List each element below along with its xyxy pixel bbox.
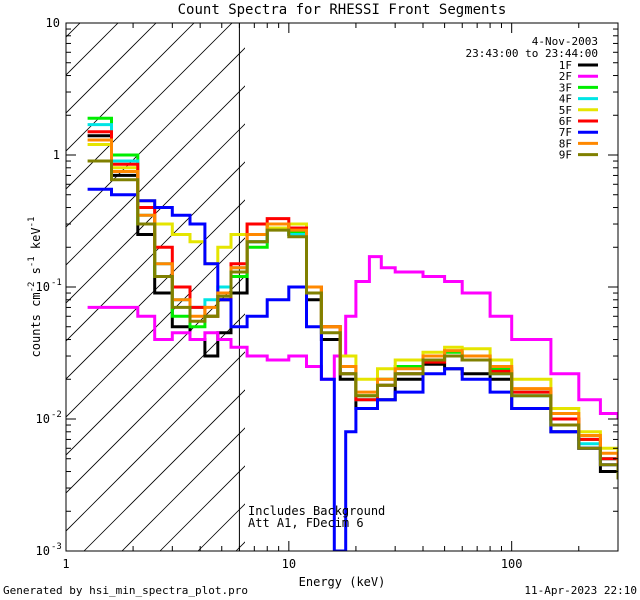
series-4F-line	[87, 123, 618, 472]
legend-label-4F: 4F	[559, 93, 572, 106]
hatch-line	[66, 23, 119, 76]
hatch-line	[66, 237, 245, 418]
hatch-line	[197, 503, 245, 551]
hatch-line	[578, 0, 640, 551]
footer-timestamp: 11-Apr-2023 22:10	[524, 584, 637, 597]
legend-time-range: 23:43:00 to 23:44:00	[466, 47, 598, 60]
series-6F-line	[87, 130, 618, 472]
series-3F-line	[87, 116, 618, 472]
x-tick-label: 100	[501, 557, 523, 571]
series-9F-line	[87, 159, 618, 480]
y-tick-label: 1	[53, 148, 60, 162]
hatch-line	[66, 47, 245, 228]
legend-label-1F: 1F	[559, 59, 572, 72]
hatch-line	[66, 313, 245, 494]
y-tick-label-exponent: -3	[51, 542, 62, 552]
hatch-line	[66, 23, 195, 152]
series-8F-line	[87, 138, 618, 465]
legend-label-6F: 6F	[559, 115, 572, 128]
chart-title: Count Spectra for RHESSI Front Segments	[178, 2, 507, 18]
y-tick-label-exponent: -1	[51, 278, 62, 288]
hatch-line	[121, 427, 245, 551]
hatch-line	[66, 275, 245, 456]
hatch-line	[83, 389, 245, 551]
hatch-line	[66, 23, 157, 114]
hatch-line	[426, 0, 640, 551]
legend-date: 4-Nov-2003	[532, 35, 598, 48]
legend-label-5F: 5F	[559, 104, 572, 117]
legend-label-8F: 8F	[559, 137, 572, 150]
x-tick-label: 1	[62, 557, 69, 571]
x-tick-label: 10	[282, 557, 296, 571]
y-tick-label-exponent: -2	[51, 410, 62, 420]
series-7F-line	[87, 187, 618, 551]
y-axis-label: counts cm-2 s-1 keV-1	[27, 217, 43, 358]
hatch-line	[66, 161, 245, 342]
hatch-line	[66, 123, 245, 304]
annotation-attenuator: Att A1, FDecim 6	[248, 516, 364, 530]
hatch-line	[66, 351, 245, 532]
hatch-line	[312, 0, 640, 551]
background-shaded-region	[66, 0, 640, 551]
legend-label-9F: 9F	[559, 149, 572, 162]
footer-generated-by: Generated by hsi_min_spectra_plot.pro	[3, 584, 248, 597]
x-axis-label: Energy (keV)	[299, 575, 386, 589]
series-5F-line	[87, 143, 618, 465]
legend-label-2F: 2F	[559, 70, 572, 83]
hatch-line	[464, 0, 640, 551]
hatch-line	[540, 0, 640, 551]
plot-frame	[65, 22, 619, 552]
hatch-line	[350, 0, 640, 551]
hatch-line	[66, 85, 245, 266]
series-1F-line	[87, 134, 618, 480]
hatch-line	[274, 0, 640, 551]
annotation-background: Includes Background	[248, 504, 385, 518]
y-tick-label: 10	[46, 16, 60, 30]
legend-label-3F: 3F	[559, 81, 572, 94]
y-tick-label-base: 10	[36, 544, 50, 558]
hatch-line	[66, 23, 233, 190]
legend-label-7F: 7F	[559, 126, 572, 139]
y-tick-label-base: 10	[36, 412, 50, 426]
hatch-line	[616, 0, 640, 551]
hatch-line	[66, 199, 245, 380]
y-tick-label-base: 10	[36, 280, 50, 294]
